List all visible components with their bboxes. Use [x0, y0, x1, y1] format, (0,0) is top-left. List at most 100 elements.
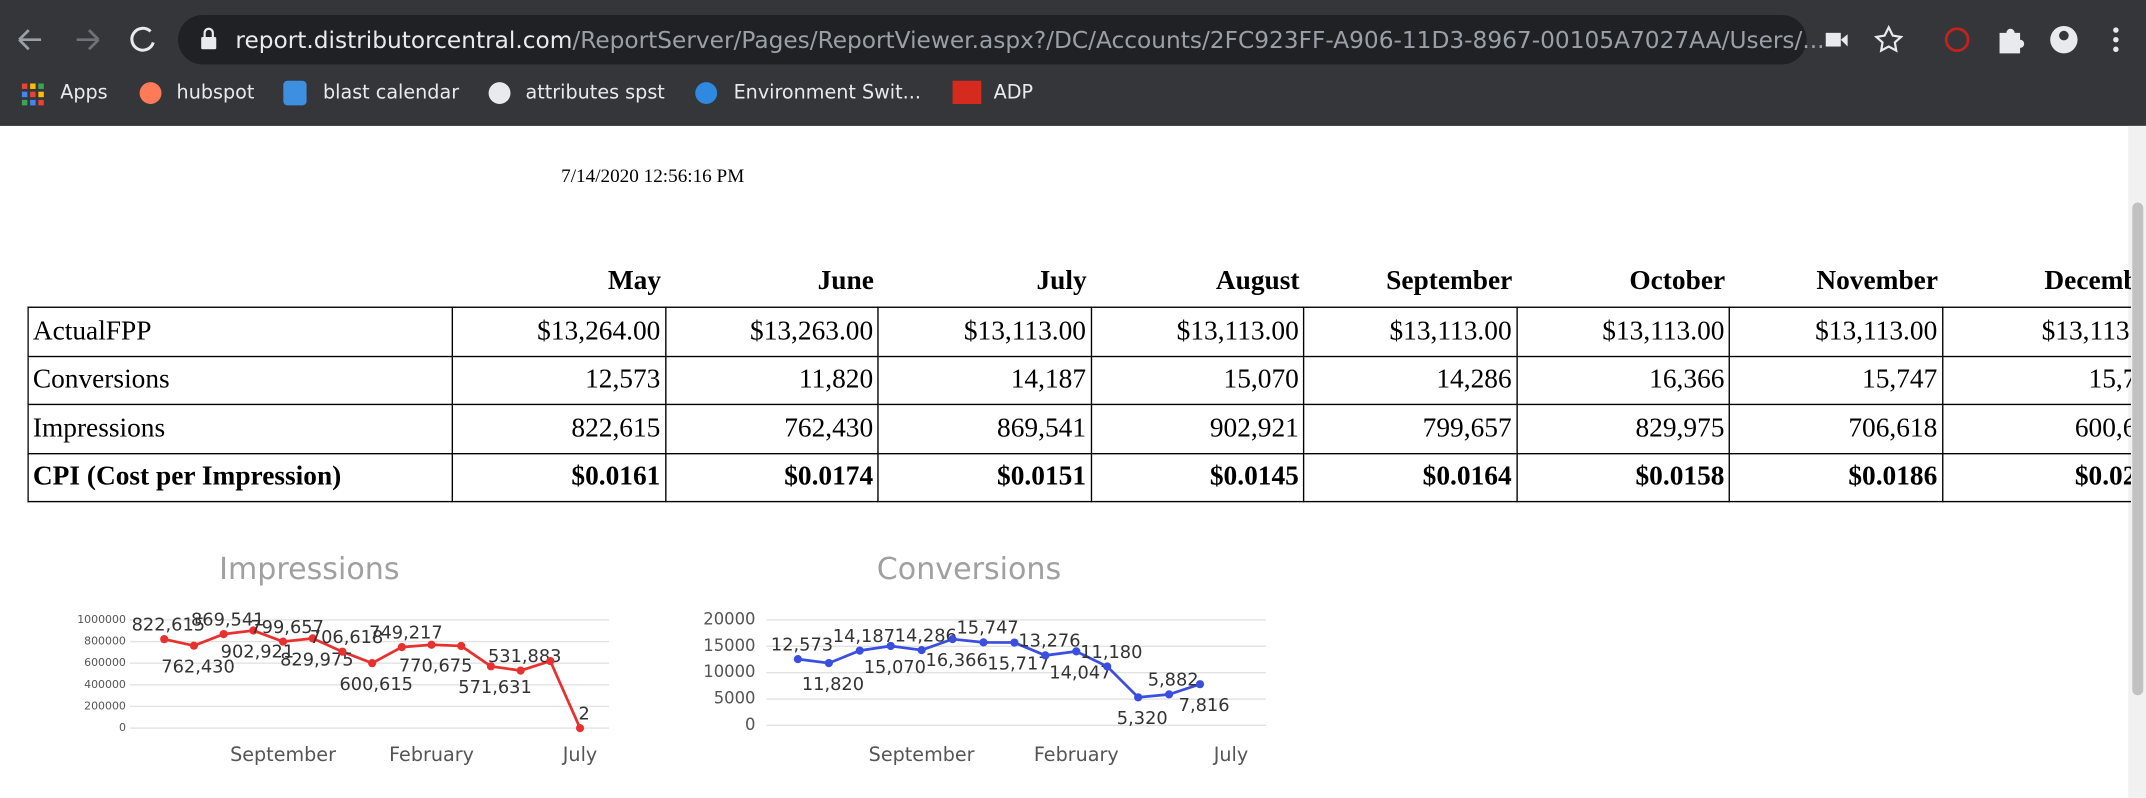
data-label: 15,747 — [956, 618, 1018, 639]
timestamp: 7/14/2020 12:56:16 PM — [561, 166, 745, 188]
point — [855, 646, 864, 655]
point — [886, 641, 895, 651]
header-cell: Decembe — [2044, 264, 2131, 295]
x-tick-label: September — [230, 743, 336, 766]
adp-icon[interactable] — [952, 80, 982, 105]
bookmark[interactable]: Apps — [60, 81, 107, 104]
point — [457, 641, 466, 651]
table-cell: CPI (Cost per Impression) — [27, 452, 454, 503]
chart-title: Impressions — [219, 552, 399, 587]
table-row: CPI (Cost per Impression) $0.0161 $0.0174 $… — [27, 452, 2131, 503]
x-tick-label: September — [869, 743, 975, 766]
extension-icon[interactable] — [1944, 27, 1970, 53]
scrollbar-thumb[interactable] — [2132, 202, 2144, 696]
lock-icon — [201, 36, 217, 50]
y-tick-label: 800000 — [84, 635, 126, 648]
data-label: 11,820 — [802, 674, 864, 695]
table-cell: $13,113.0 — [1941, 306, 2131, 357]
data-label: 829,975 — [280, 649, 354, 670]
y-tick-label: 0 — [119, 721, 126, 734]
globe-icon[interactable] — [488, 82, 511, 105]
y-tick-label: 0 — [745, 715, 755, 734]
point — [427, 640, 436, 649]
forward-button[interactable] — [76, 29, 100, 51]
header-cell: August — [1215, 264, 1300, 295]
data-label: 11,180 — [1080, 642, 1142, 663]
table-cell: $0.0161 — [451, 452, 666, 503]
table-cell: 12,573 — [451, 355, 666, 406]
point — [189, 641, 199, 650]
data-label: 15,070 — [864, 657, 926, 678]
bookmark[interactable]: ADP — [994, 81, 1033, 104]
table-cell: 762,430 — [664, 403, 879, 454]
back-button[interactable] — [18, 29, 42, 51]
data-label: 16,366 — [926, 650, 988, 671]
camera-icon[interactable] — [1825, 32, 1841, 47]
table-cell: $0.0158 — [1515, 452, 1730, 503]
point — [308, 634, 317, 643]
data-label: 762,430 — [161, 657, 235, 678]
data-label: 571,631 — [458, 677, 532, 698]
url-host: report.distributorcentral.com — [235, 27, 572, 54]
point — [486, 662, 496, 671]
point — [368, 659, 377, 668]
table-cell: 15,747 — [1728, 355, 1943, 406]
data-label: 531,883 — [488, 646, 562, 667]
table-cell: 869,541 — [877, 403, 1092, 454]
chart-title: Conversions — [877, 552, 1061, 587]
header-cell: September — [1386, 264, 1513, 295]
table-cell: 14,286 — [1302, 355, 1518, 406]
y-tick-label: 1000000 — [77, 613, 126, 626]
apps-icon[interactable] — [21, 83, 44, 106]
table-cell: Conversions — [27, 355, 454, 406]
header-cell — [28, 255, 452, 308]
y-tick-label: 5000 — [714, 689, 756, 708]
table-cell: $0.0145 — [1090, 452, 1305, 503]
table-cell: 799,657 — [1302, 403, 1518, 454]
header-row: May June July August September October Novembe… — [28, 255, 2131, 308]
reload-button[interactable] — [130, 26, 155, 52]
extensions-icon[interactable] — [1999, 28, 2025, 54]
data-label: 799,657 — [250, 617, 324, 638]
data-label: 5,320 — [1117, 708, 1168, 729]
data-label: 706,618 — [310, 627, 384, 648]
data-label: 2 — [578, 703, 589, 724]
point — [824, 658, 833, 668]
lock-shackle — [203, 27, 214, 37]
address-bar[interactable] — [177, 15, 1807, 65]
table-cell: $0.0151 — [877, 452, 1092, 503]
hubspot-icon[interactable] — [139, 82, 162, 105]
menu-icon[interactable] — [2113, 27, 2119, 53]
point — [948, 635, 957, 644]
x-tick-label: February — [1034, 743, 1119, 766]
bookmark[interactable]: attributes spst — [526, 81, 666, 104]
url: report.distributorcentral.com/ReportServ… — [235, 27, 1824, 54]
table-cell: $13,113.00 — [877, 306, 1092, 357]
x-tick-label: February — [389, 743, 474, 766]
table-cell: 829,975 — [1515, 403, 1730, 454]
header-cell: October — [1629, 264, 1726, 295]
environment-icon[interactable] — [695, 82, 718, 105]
table-row: Impressions 822,615 762,430 869,541 902,921 7… — [27, 403, 2131, 454]
table-cell: 902,921 — [1090, 403, 1305, 454]
blast-icon[interactable] — [283, 80, 307, 106]
data-label: 14,286 — [895, 625, 957, 646]
data-label: 869,541 — [191, 609, 265, 630]
data-label: 7,816 — [1179, 695, 1230, 716]
header-cell: July — [1036, 264, 1087, 295]
table-cell: 15,070 — [1090, 355, 1305, 406]
bookmark[interactable]: hubspot — [177, 81, 255, 104]
data-label: 12,573 — [771, 634, 833, 655]
point — [1134, 693, 1143, 702]
point — [793, 655, 803, 664]
point — [338, 647, 347, 656]
bookmark[interactable]: Environment Swit... — [734, 81, 921, 104]
bookmark[interactable]: blast calendar — [323, 81, 459, 104]
star-icon[interactable] — [1873, 24, 1904, 53]
x-tick-label: July — [562, 743, 597, 766]
data-label: 822,615 — [132, 614, 206, 635]
data-label: 15,717 — [987, 653, 1049, 674]
data-label: 13,276 — [1018, 631, 1080, 652]
table-cell: $13,263.00 — [664, 306, 879, 357]
